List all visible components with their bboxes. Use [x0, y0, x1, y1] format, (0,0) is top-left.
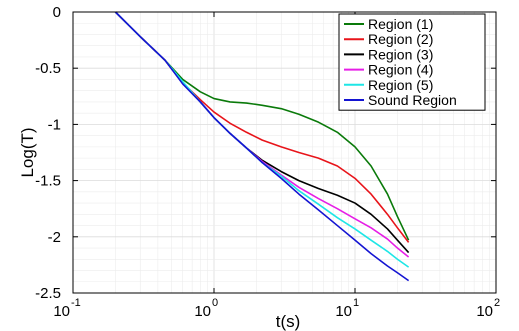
x-tick-exponent: -1 — [71, 297, 81, 309]
x-tick-label: 10 1 — [335, 297, 359, 320]
legend-item: Region (3) — [344, 46, 433, 62]
y-tick-label: -1 — [48, 116, 61, 133]
y-tick-label: -0.5 — [35, 60, 61, 77]
y-tick-label: -2 — [48, 229, 61, 246]
series-line-1 — [114, 11, 410, 241]
x-tick-labels: 10 -1 10 0 10 1 10 2 — [53, 297, 500, 320]
x-tick-base: 10 — [53, 303, 70, 320]
y-tick-labels: 0 -0.5 -1 -1.5 -2 -2.5 — [35, 4, 61, 302]
series-line-6 — [114, 11, 410, 282]
legend-label: Region (3) — [368, 46, 433, 62]
x-tick-label: 10 -1 — [53, 297, 80, 320]
x-tick-exponent: 2 — [494, 297, 500, 309]
x-tick-base: 10 — [335, 303, 352, 320]
legend-label: Region (1) — [368, 16, 433, 32]
legend-label: Region (5) — [368, 77, 433, 93]
legend-label: Region (4) — [368, 62, 433, 78]
plot-frame — [72, 11, 497, 294]
series-line-5 — [114, 11, 410, 268]
legend-item: Sound Region — [344, 92, 457, 108]
legend-label: Region (2) — [368, 31, 433, 47]
axis-ticks — [72, 11, 497, 294]
series-lines — [114, 11, 410, 282]
x-tick-label: 10 0 — [194, 297, 218, 320]
legend-box — [338, 13, 486, 111]
legend-item: Region (2) — [344, 31, 433, 47]
x-tick-base: 10 — [476, 303, 493, 320]
x-tick-exponent: 1 — [353, 297, 359, 309]
legend-item: Region (5) — [344, 77, 433, 93]
legend-item: Region (1) — [344, 16, 433, 32]
legend: Region (1)Region (2)Region (3)Region (4)… — [338, 13, 486, 111]
y-tick-label: 0 — [53, 4, 61, 21]
x-tick-exponent: 0 — [212, 297, 218, 309]
y-tick-label: -2.5 — [35, 285, 61, 302]
x-axis-label: t(s) — [276, 312, 301, 331]
legend-label: Sound Region — [368, 92, 457, 108]
x-tick-label: 10 2 — [476, 297, 500, 320]
x-tick-base: 10 — [194, 303, 211, 320]
legend-item: Region (4) — [344, 62, 433, 78]
y-axis-label: Log(T) — [18, 127, 37, 177]
y-tick-label: -1.5 — [35, 173, 61, 190]
